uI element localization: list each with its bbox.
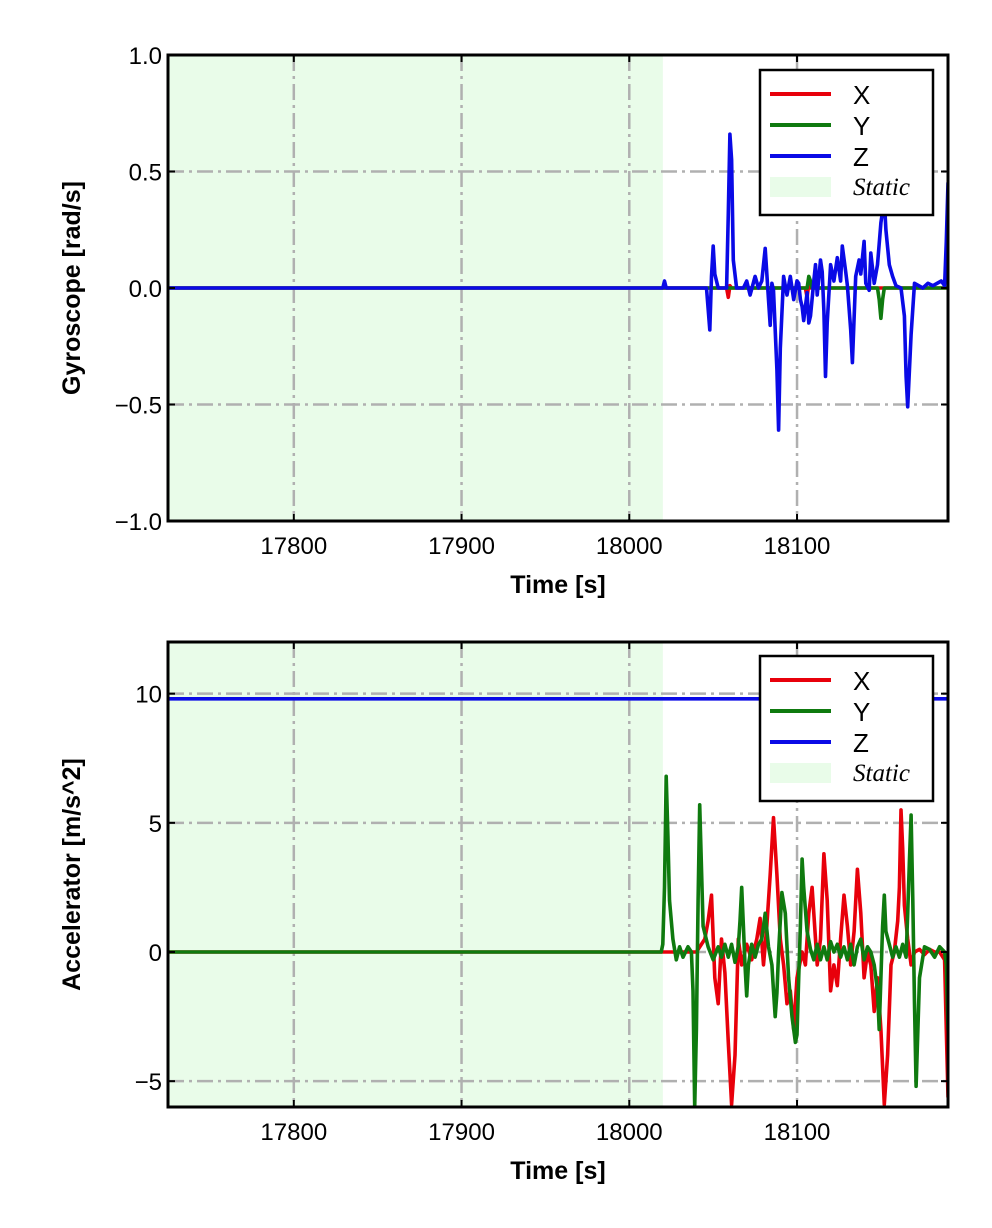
legend-label-z: Z [853, 142, 869, 172]
y-tick-label: −1.0 [115, 509, 162, 536]
legend-swatch-static [770, 177, 831, 197]
legend-label-x: X [853, 666, 870, 696]
accelerator-chart: 17800 17900 18000 18100 −5 0 5 10 Time [s] Accele… [58, 640, 950, 1185]
x-tick-label: 17800 [260, 533, 327, 560]
y-tick-label: 5 [149, 811, 162, 838]
static-region [168, 642, 663, 1107]
series-line-y [168, 774, 948, 1107]
legend-label-y: Y [853, 697, 870, 727]
y-tick-label: −0.5 [115, 393, 162, 420]
y-tick-label: 10 [135, 682, 162, 709]
x-tick-label: 17900 [428, 533, 495, 560]
legend-label-static: Static [853, 174, 910, 201]
legend-label-static: Static [853, 760, 910, 787]
legend-swatch-static [770, 763, 831, 783]
legend-label-z: Z [853, 728, 869, 758]
y-tick-label: 1.0 [129, 43, 162, 70]
x-tick-label: 17900 [428, 1119, 495, 1146]
y-tick-label: 0 [149, 940, 162, 967]
y-tick-label: 0.5 [129, 160, 162, 187]
x-axis-title: Time [s] [510, 1157, 605, 1185]
y-tick-label: 0.0 [129, 276, 162, 303]
gyroscope-chart: 17800 17900 18000 18100 −1.0 −0.5 0.0 0.5 1.0 Tim… [58, 43, 950, 599]
series-line-z [168, 132, 948, 432]
plot-frame [166, 640, 950, 1109]
legend-label-y: Y [853, 111, 870, 141]
x-tick-label: 18100 [764, 1119, 831, 1146]
legend-label-x: X [853, 80, 870, 110]
x-tick-label: 18000 [596, 1119, 663, 1146]
y-tick-label: −5 [135, 1069, 162, 1096]
x-tick-label: 18000 [596, 533, 663, 560]
y-axis-title: Gyroscope [rad/s] [58, 181, 86, 395]
x-tick-label: 17800 [260, 1119, 327, 1146]
series-line-x [168, 808, 948, 1107]
series-group [168, 132, 948, 432]
x-axis-title: Time [s] [510, 571, 605, 599]
y-axis-title: Accelerator [m/s^2] [58, 758, 86, 991]
x-tick-label: 18100 [764, 533, 831, 560]
